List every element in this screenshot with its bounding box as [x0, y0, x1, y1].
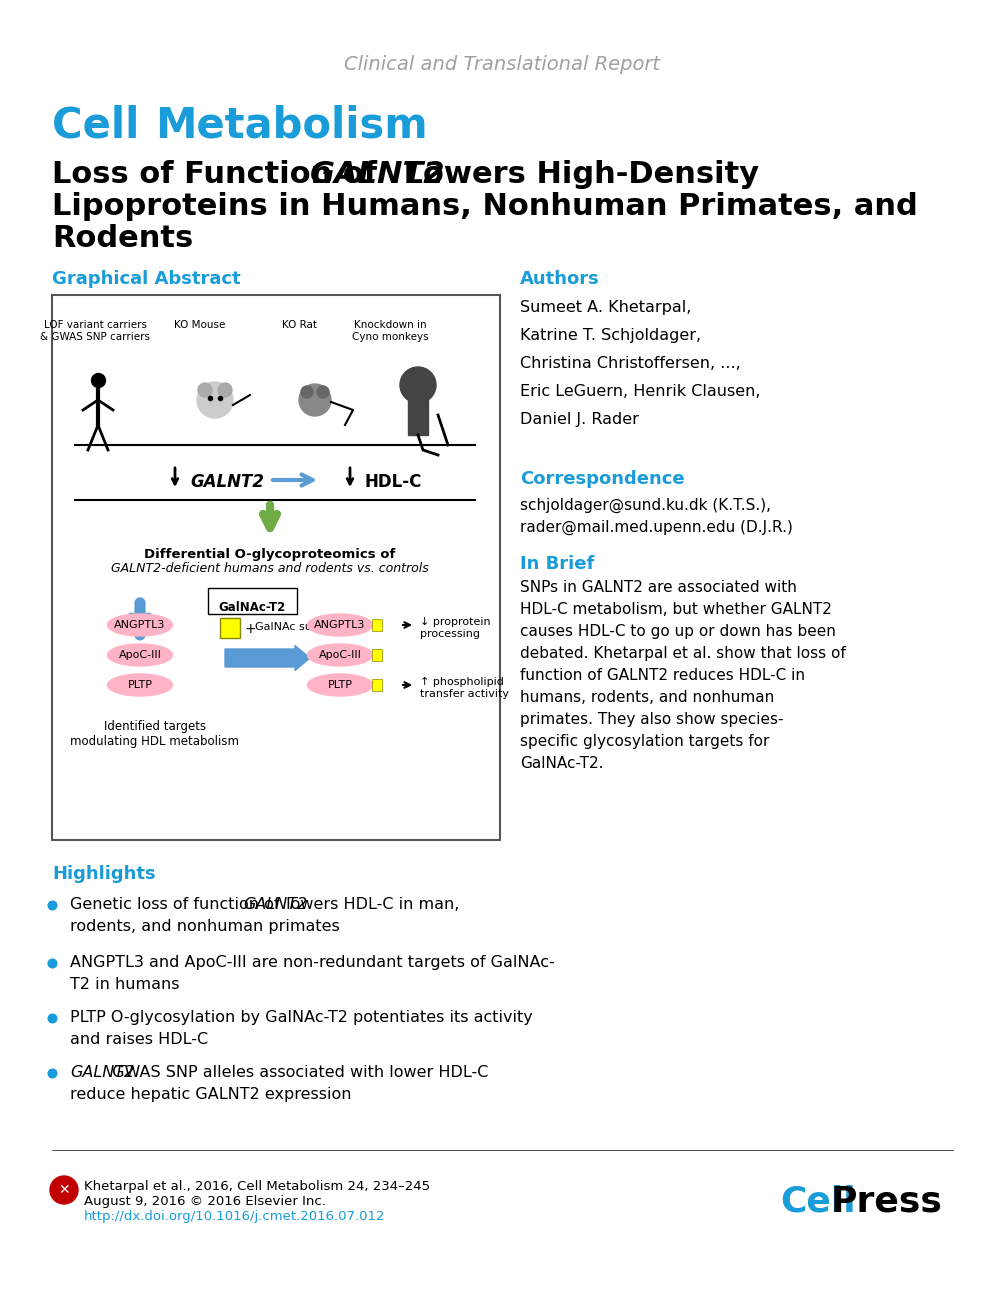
Bar	[372, 619, 382, 632]
Text: ↑ phospholipid
transfer activity: ↑ phospholipid transfer activity	[420, 677, 509, 698]
Text: rodents, and nonhuman primates: rodents, and nonhuman primates	[70, 919, 340, 934]
Text: debated. Khetarpal et al. show that loss of: debated. Khetarpal et al. show that loss…	[520, 646, 846, 662]
Text: HDL-C: HDL-C	[365, 472, 422, 491]
Text: HDL-C metabolism, but whether GALNT2: HDL-C metabolism, but whether GALNT2	[520, 602, 832, 617]
Text: +: +	[245, 622, 256, 636]
Text: ApoC-III: ApoC-III	[319, 650, 362, 660]
Text: KO Mouse: KO Mouse	[174, 320, 226, 330]
Text: ✕: ✕	[58, 1184, 69, 1197]
Text: Differential O-glycoproteomics of: Differential O-glycoproteomics of	[145, 548, 396, 561]
Text: Katrine T. Schjoldager,: Katrine T. Schjoldager,	[520, 328, 701, 343]
Ellipse shape	[308, 673, 373, 696]
Text: GALNT2: GALNT2	[70, 1065, 134, 1081]
Ellipse shape	[308, 613, 373, 636]
Circle shape	[50, 1176, 78, 1205]
Text: schjoldager@sund.ku.dk (K.T.S.),: schjoldager@sund.ku.dk (K.T.S.),	[520, 499, 771, 513]
Text: ↓ proprotein
processing: ↓ proprotein processing	[420, 617, 490, 638]
Text: Genetic loss of function of: Genetic loss of function of	[70, 897, 284, 912]
Text: ApoC-III: ApoC-III	[119, 650, 162, 660]
Text: Identified targets
modulating HDL metabolism: Identified targets modulating HDL metabo…	[70, 720, 239, 748]
Text: Cell: Cell	[52, 104, 154, 147]
Bar	[372, 679, 382, 692]
Text: Loss of Function of: Loss of Function of	[52, 161, 388, 189]
Text: GALNT2: GALNT2	[310, 161, 445, 189]
Text: Correspondence: Correspondence	[520, 470, 684, 488]
Text: Highlights: Highlights	[52, 865, 156, 883]
Text: GALNT2: GALNT2	[190, 472, 264, 491]
Text: lowers HDL-C in man,: lowers HDL-C in man,	[280, 897, 459, 912]
Text: August 9, 2016 © 2016 Elsevier Inc.: August 9, 2016 © 2016 Elsevier Inc.	[84, 1195, 326, 1208]
FancyBboxPatch shape	[208, 589, 297, 613]
Text: Lipoproteins in Humans, Nonhuman Primates, and: Lipoproteins in Humans, Nonhuman Primate…	[52, 192, 918, 221]
Text: Cell: Cell	[780, 1185, 855, 1219]
Text: Eric LeGuern, Henrik Clausen,: Eric LeGuern, Henrik Clausen,	[520, 384, 761, 399]
Text: ANGPTL3: ANGPTL3	[315, 620, 366, 630]
Text: GalNAc-T2: GalNAc-T2	[218, 602, 285, 613]
Text: ANGPTL3 and ApoC-III are non-redundant targets of GalNAc-: ANGPTL3 and ApoC-III are non-redundant t…	[70, 955, 555, 970]
Text: and raises HDL-C: and raises HDL-C	[70, 1032, 208, 1047]
Circle shape	[198, 382, 212, 397]
Ellipse shape	[108, 673, 173, 696]
Text: GALNT2-deficient humans and rodents vs. controls: GALNT2-deficient humans and rodents vs. …	[112, 562, 429, 576]
Text: GWAS SNP alleles associated with lower HDL-C: GWAS SNP alleles associated with lower H…	[108, 1065, 488, 1081]
Text: PLTP: PLTP	[328, 680, 353, 690]
Text: humans, rodents, and nonhuman: humans, rodents, and nonhuman	[520, 690, 774, 705]
Text: http://dx.doi.org/10.1016/j.cmet.2016.07.012: http://dx.doi.org/10.1016/j.cmet.2016.07…	[84, 1210, 386, 1223]
Text: Press: Press	[831, 1185, 943, 1219]
Circle shape	[218, 382, 232, 397]
Text: GalNAc-T2.: GalNAc-T2.	[520, 756, 603, 771]
Bar	[52, 295, 500, 840]
FancyArrow shape	[225, 646, 310, 671]
Text: Clinical and Translational Report: Clinical and Translational Report	[344, 55, 660, 74]
Text: specific glycosylation targets for: specific glycosylation targets for	[520, 733, 770, 749]
Text: Lowers High-Density: Lowers High-Density	[393, 161, 759, 189]
Text: Sumeet A. Khetarpal,: Sumeet A. Khetarpal,	[520, 300, 691, 315]
Text: causes HDL-C to go up or down has been: causes HDL-C to go up or down has been	[520, 624, 836, 639]
Circle shape	[302, 386, 313, 398]
Text: Daniel J. Rader: Daniel J. Rader	[520, 412, 639, 427]
Text: SNPs in GALNT2 are associated with: SNPs in GALNT2 are associated with	[520, 579, 797, 595]
Text: LOF variant carriers
& GWAS SNP carriers: LOF variant carriers & GWAS SNP carriers	[40, 320, 150, 342]
Text: function of GALNT2 reduces HDL-C in: function of GALNT2 reduces HDL-C in	[520, 668, 805, 683]
Ellipse shape	[108, 643, 173, 666]
Text: GalNAc sugar: GalNAc sugar	[255, 622, 331, 632]
Text: Khetarpal et al., 2016, Cell Metabolism 24, 234–245: Khetarpal et al., 2016, Cell Metabolism …	[84, 1180, 430, 1193]
Text: Authors: Authors	[520, 270, 600, 288]
Circle shape	[400, 367, 436, 403]
Circle shape	[197, 382, 233, 418]
Text: KO Rat: KO Rat	[282, 320, 318, 330]
Text: PLTP: PLTP	[128, 680, 153, 690]
Text: PLTP O-glycosylation by GalNAc-T2 potentiates its activity: PLTP O-glycosylation by GalNAc-T2 potent…	[70, 1010, 533, 1024]
Text: Metabolism: Metabolism	[155, 104, 427, 147]
Text: In Brief: In Brief	[520, 555, 594, 573]
Ellipse shape	[108, 613, 173, 636]
Ellipse shape	[308, 643, 373, 666]
Circle shape	[317, 386, 329, 398]
Text: Graphical Abstract: Graphical Abstract	[52, 270, 240, 288]
Text: Knockdown in
Cyno monkeys: Knockdown in Cyno monkeys	[352, 320, 428, 342]
Bar	[408, 401, 428, 435]
Bar	[372, 649, 382, 662]
Text: GALNT2: GALNT2	[243, 897, 308, 912]
Circle shape	[299, 384, 331, 416]
Text: ANGPTL3: ANGPTL3	[115, 620, 166, 630]
Bar	[220, 619, 240, 638]
Text: primates. They also show species-: primates. They also show species-	[520, 713, 784, 727]
Text: T2 in humans: T2 in humans	[70, 977, 180, 992]
Text: rader@mail.med.upenn.edu (D.J.R.): rader@mail.med.upenn.edu (D.J.R.)	[520, 519, 793, 535]
Text: reduce hepatic GALNT2 expression: reduce hepatic GALNT2 expression	[70, 1087, 352, 1101]
Text: Christina Christoffersen, ...,: Christina Christoffersen, ...,	[520, 356, 741, 371]
Text: Rodents: Rodents	[52, 224, 193, 253]
